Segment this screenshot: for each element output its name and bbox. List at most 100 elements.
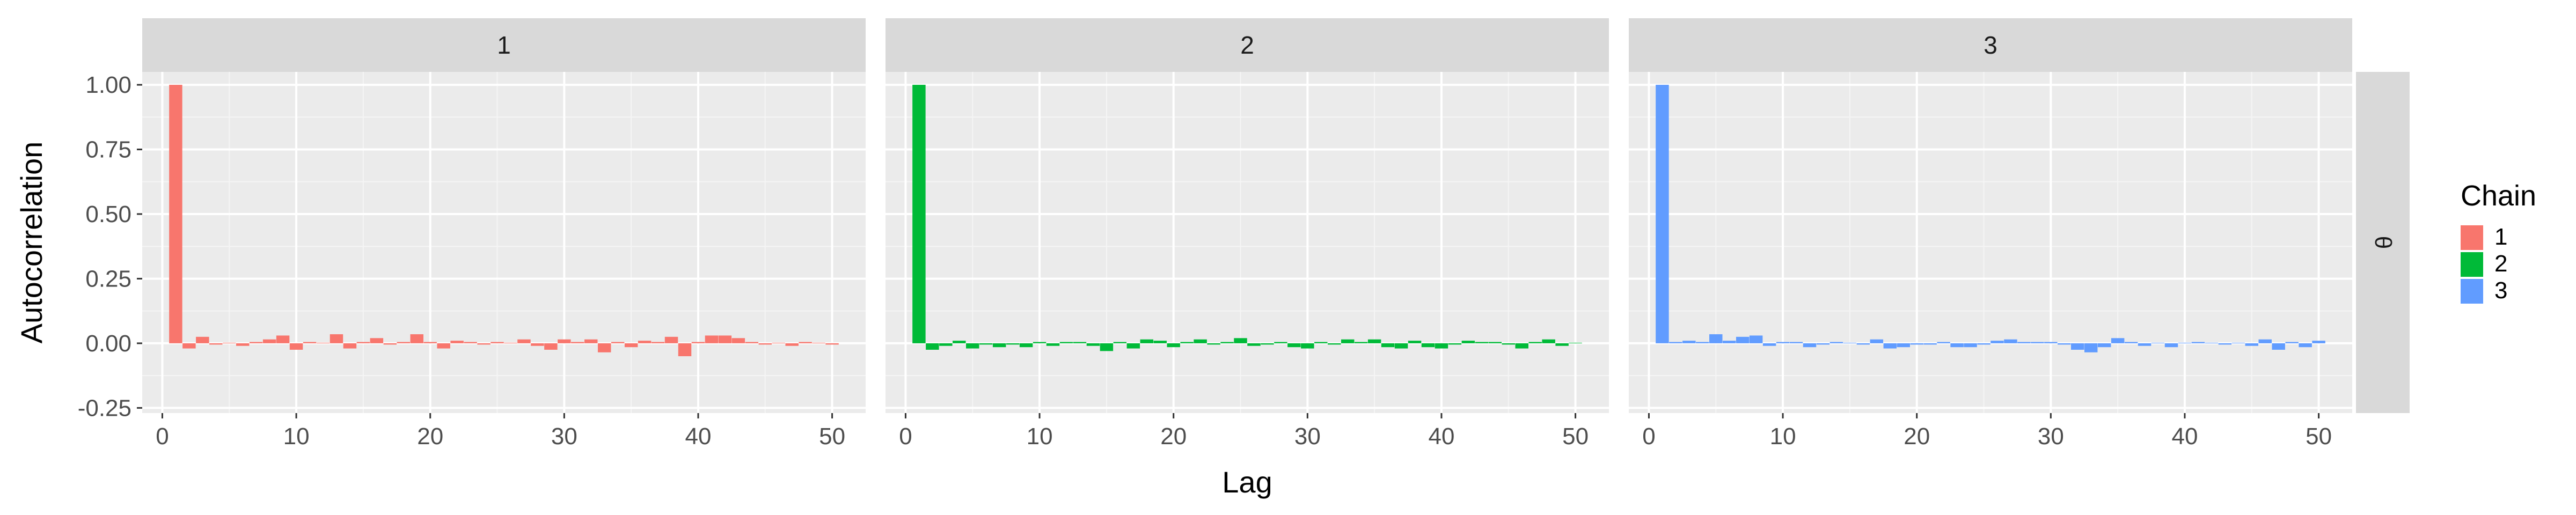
acf-bar bbox=[624, 343, 638, 348]
acf-bar bbox=[1749, 335, 1763, 343]
acf-bar bbox=[491, 342, 504, 343]
acf-bar bbox=[799, 342, 812, 343]
acf-bar bbox=[2245, 343, 2259, 346]
acf-bar bbox=[1722, 341, 1736, 343]
acf-bar bbox=[992, 343, 1006, 348]
acf-bar bbox=[437, 343, 450, 349]
acf-bar bbox=[2071, 343, 2084, 350]
legend-key bbox=[2461, 252, 2483, 277]
acf-bar bbox=[2044, 342, 2058, 343]
acf-bar bbox=[289, 343, 303, 350]
acf-bar bbox=[2111, 338, 2125, 343]
axes: Autocorrelation Lag -0.25 0.00 0.25 0.50 0.7… bbox=[14, 72, 1272, 499]
acf-bar bbox=[397, 342, 411, 343]
acf-bar bbox=[1086, 343, 1100, 346]
panel-background bbox=[1629, 72, 2352, 413]
acf-bar bbox=[651, 342, 665, 343]
acf-bar bbox=[2191, 342, 2205, 343]
acf-bar bbox=[2312, 341, 2325, 343]
y-tick-label: -0.25 bbox=[78, 395, 131, 421]
acf-bar bbox=[477, 343, 491, 345]
acf-bar bbox=[1234, 338, 1247, 343]
acf-bar bbox=[1803, 343, 1817, 348]
acf-bar bbox=[1274, 342, 1287, 343]
acf-bar bbox=[1207, 343, 1220, 345]
acf-bar bbox=[2285, 342, 2299, 343]
acf-bar bbox=[1883, 343, 1897, 349]
facet-panel: 20 10 20 30 40 50 bbox=[885, 18, 1609, 450]
acf-bar bbox=[1870, 339, 1884, 343]
acf-bar bbox=[2124, 342, 2138, 343]
acf-bar bbox=[758, 343, 772, 345]
acf-bar bbox=[1736, 336, 1750, 343]
acf-bar bbox=[450, 341, 464, 343]
x-tick-label: 10 bbox=[1770, 423, 1796, 450]
x-tick-label: 50 bbox=[2306, 423, 2332, 450]
acf-bar bbox=[1762, 343, 1776, 346]
acf-bar bbox=[1046, 343, 1060, 346]
acf-bar bbox=[196, 336, 209, 343]
acf-bar bbox=[705, 335, 719, 343]
legend-label: 2 bbox=[2494, 251, 2507, 277]
acf-bar bbox=[1515, 343, 1528, 349]
acf-bar bbox=[1341, 339, 1355, 343]
acf-bar bbox=[2084, 343, 2098, 352]
acf-bar bbox=[236, 343, 250, 346]
acf-bar bbox=[1261, 343, 1274, 345]
acf-bar bbox=[597, 343, 611, 352]
acf-bar bbox=[1301, 343, 1314, 349]
acf-bar bbox=[1502, 343, 1516, 345]
acf-bar bbox=[571, 342, 584, 343]
acf-bar bbox=[182, 343, 196, 349]
x-tick-label: 40 bbox=[685, 423, 711, 450]
acf-bar bbox=[1461, 341, 1475, 343]
acf-bar bbox=[1542, 339, 1555, 343]
acf-bar bbox=[2218, 343, 2232, 345]
acf-bar bbox=[558, 339, 571, 343]
legend-key bbox=[2461, 279, 2483, 304]
acf-bar bbox=[343, 343, 357, 349]
acf-bar bbox=[1421, 343, 1435, 348]
acf-bar bbox=[410, 334, 423, 343]
acf-bar bbox=[979, 343, 993, 345]
x-tick-label: 20 bbox=[1160, 423, 1187, 450]
acf-bar bbox=[2258, 339, 2272, 343]
x-tick-label: 10 bbox=[1027, 423, 1053, 450]
acf-bar bbox=[966, 343, 979, 349]
x-tick-label: 50 bbox=[1562, 423, 1589, 450]
y-axis-title: Autocorrelation bbox=[14, 142, 48, 344]
acf-bar bbox=[1669, 342, 1682, 343]
facet-row-label: θ bbox=[2370, 236, 2396, 249]
legend: Chain 123 bbox=[2461, 180, 2536, 304]
acf-bar bbox=[678, 343, 692, 356]
legend-label: 3 bbox=[2494, 277, 2507, 304]
acf-bar bbox=[544, 343, 558, 350]
x-tick-label: 20 bbox=[1904, 423, 1930, 450]
acf-bar bbox=[1990, 341, 2004, 343]
acf-bar bbox=[1059, 342, 1073, 343]
acf-bar bbox=[1910, 343, 1923, 345]
acf-bar bbox=[2299, 343, 2312, 348]
y-tick-label: 0.25 bbox=[85, 266, 131, 292]
panel-background bbox=[885, 72, 1609, 413]
acf-bar bbox=[912, 85, 926, 343]
facet-strip-label: 2 bbox=[1240, 31, 1254, 59]
acf-bar bbox=[1408, 341, 1422, 343]
acf-bar bbox=[1435, 343, 1448, 349]
acf-bar bbox=[464, 342, 477, 343]
acf-bar bbox=[584, 339, 598, 343]
acf-bar bbox=[1776, 342, 1790, 343]
acf-bar bbox=[664, 336, 678, 343]
acf-bar bbox=[939, 343, 953, 346]
y-tick-label: 1.00 bbox=[85, 72, 131, 98]
facet-strip-label: 1 bbox=[497, 31, 511, 59]
y-tick-label: 0.75 bbox=[85, 137, 131, 163]
legend-title: Chain bbox=[2461, 180, 2536, 212]
acf-bar bbox=[1381, 343, 1395, 348]
acf-bar bbox=[2058, 343, 2071, 345]
acf-bar bbox=[691, 342, 705, 343]
acf-bar bbox=[1167, 343, 1180, 348]
acf-bar bbox=[745, 342, 759, 343]
facet-panel: 10 10 20 30 40 50 bbox=[142, 18, 866, 450]
